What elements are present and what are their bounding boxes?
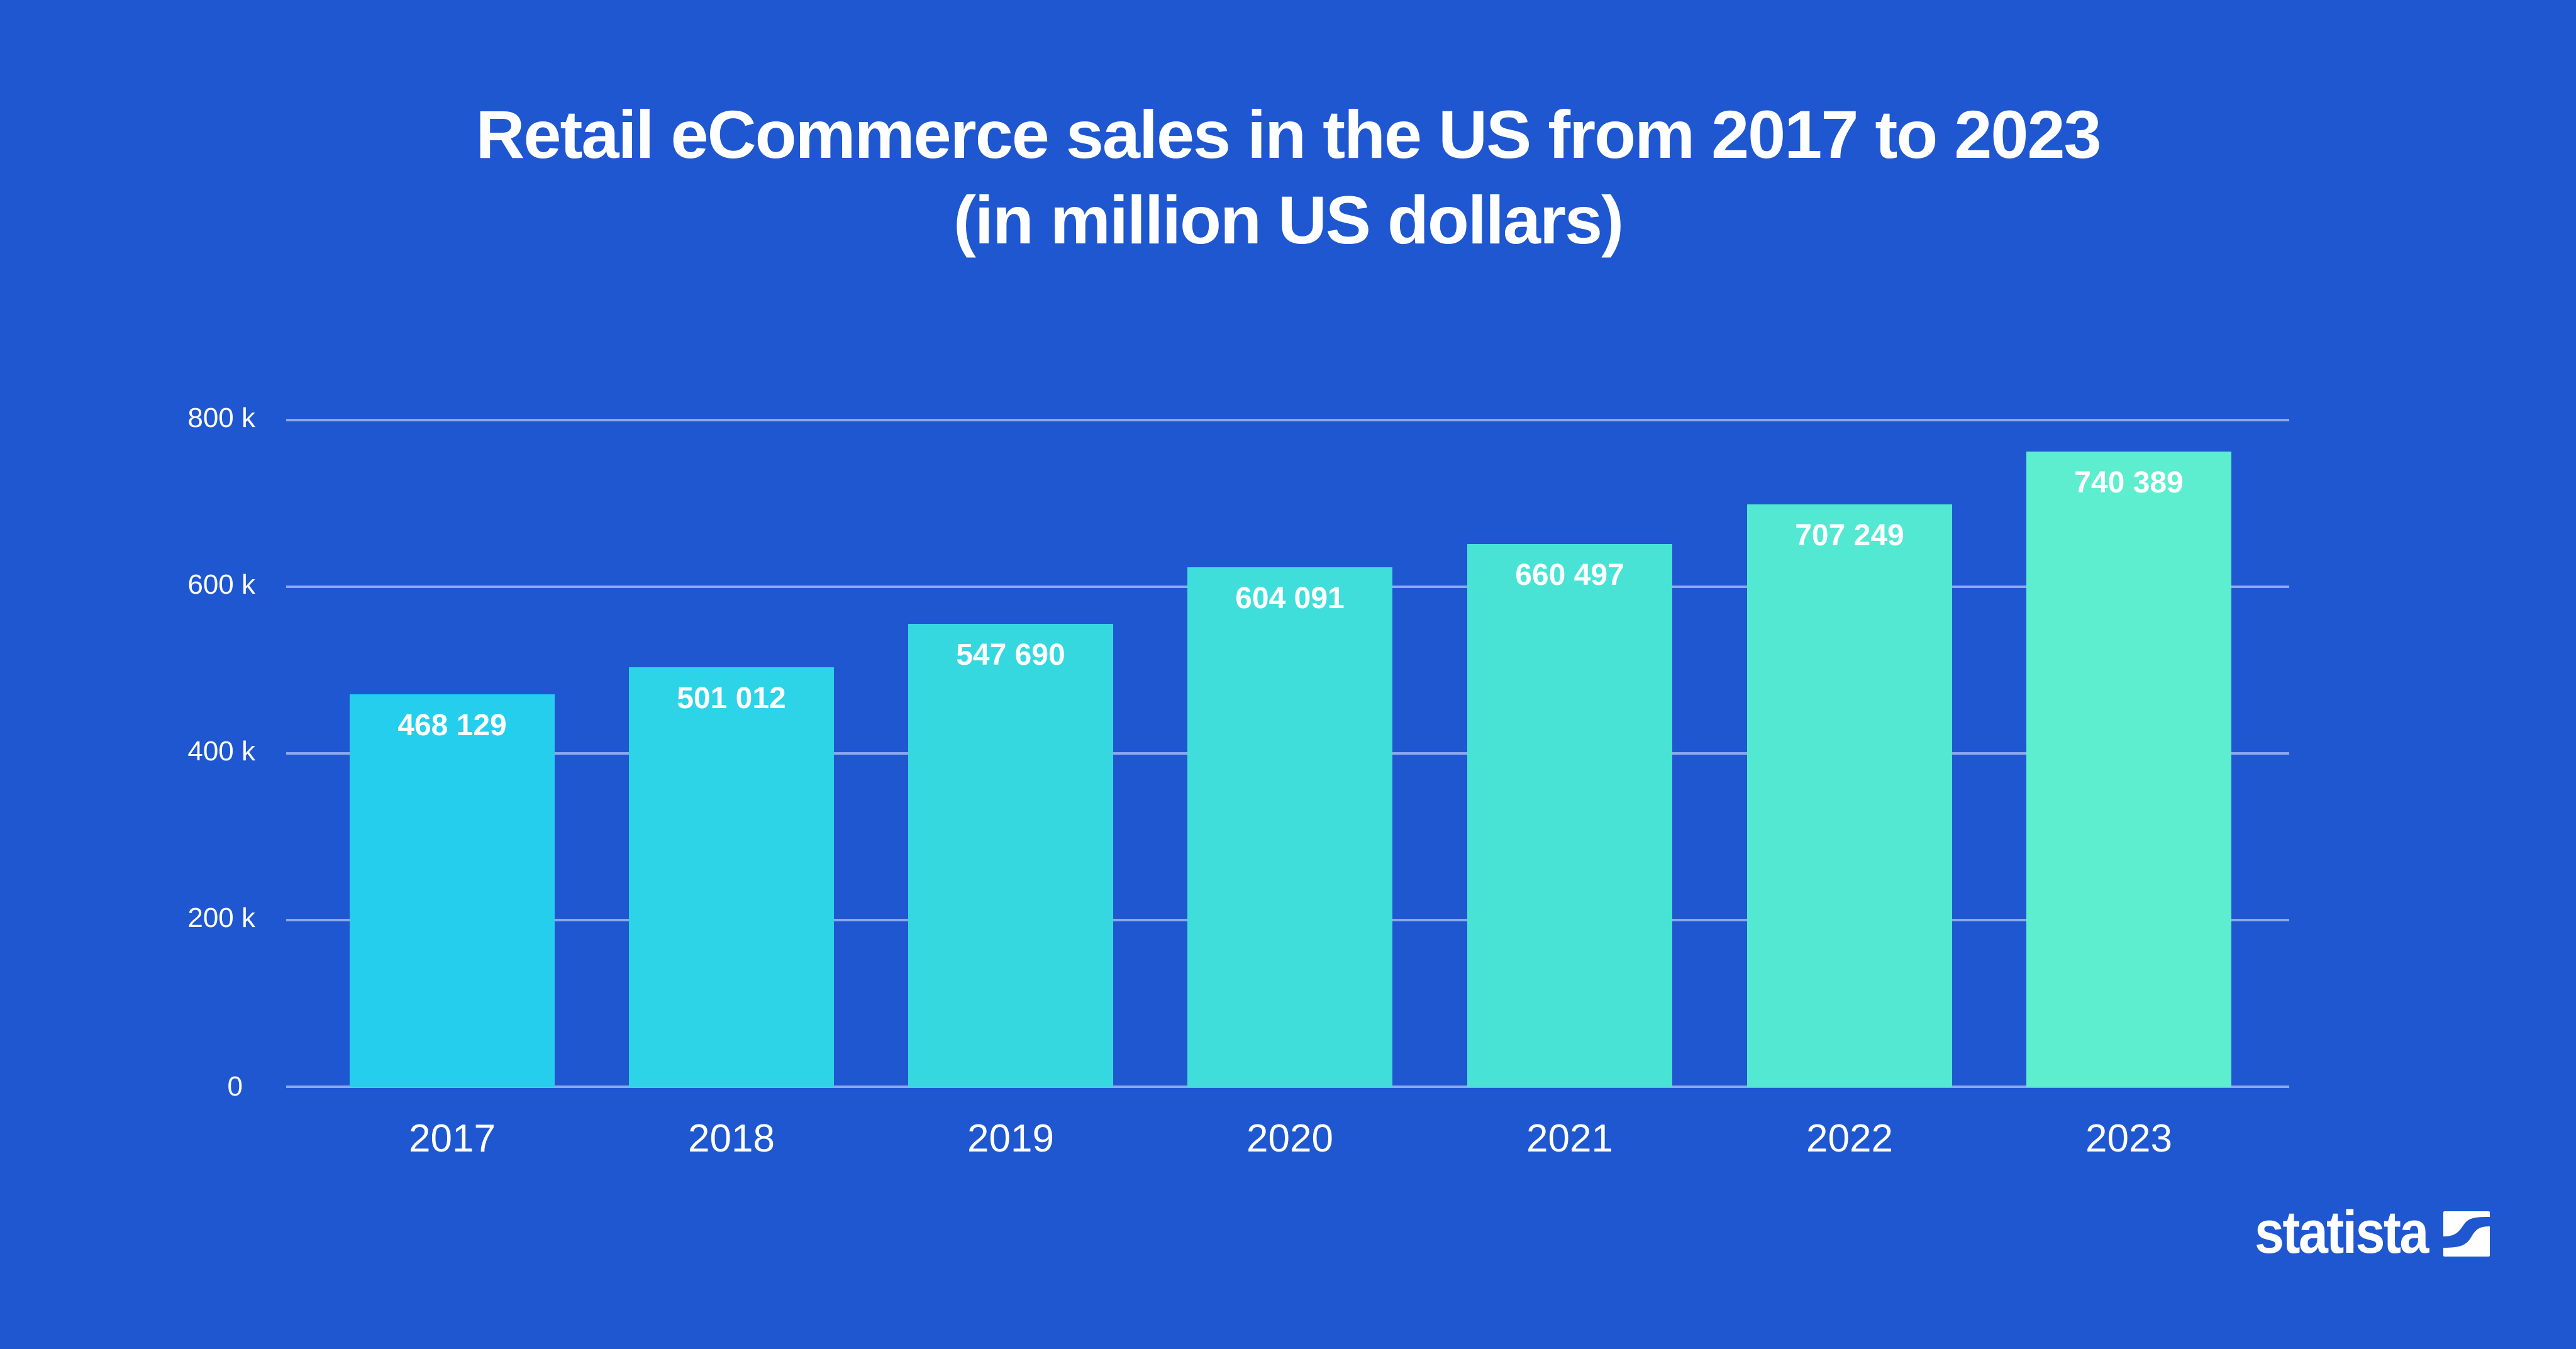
bar-value-label: 604 091 <box>1235 582 1345 615</box>
y-axis-tick-label: 200 k <box>187 902 255 933</box>
statista-logo: statista <box>2255 1199 2490 1266</box>
bar-value-label: 501 012 <box>677 682 786 715</box>
gridline-0-baseline <box>286 1085 2289 1088</box>
bar-2021: 660 497 <box>1467 544 1672 1087</box>
x-axis-tick-label: 2017 <box>409 1117 496 1160</box>
y-axis-tick-label: 400 k <box>187 736 255 767</box>
bar-2022: 707 249 <box>1747 504 1952 1087</box>
x-axis-tick-label: 2023 <box>2085 1117 2172 1160</box>
x-axis-tick-label: 2022 <box>1806 1117 1893 1160</box>
bar-value-label: 740 389 <box>2074 466 2184 499</box>
y-axis-tick-label: 800 k <box>187 402 255 433</box>
bar-2020: 604 091 <box>1187 567 1392 1087</box>
bar-value-label: 468 129 <box>397 709 507 742</box>
bar-value-label: 660 497 <box>1515 558 1624 592</box>
x-axis-tick-label: 2019 <box>967 1117 1054 1160</box>
chart-title-line-1: Retail eCommerce sales in the US from 20… <box>475 96 2101 172</box>
statista-wave-square-icon <box>2443 1211 2490 1257</box>
bar-value-label: 547 690 <box>956 638 1065 672</box>
x-axis-tick-label: 2018 <box>688 1117 775 1160</box>
gridline-800k <box>286 419 2289 421</box>
y-axis-tick-label: 600 k <box>187 569 255 600</box>
chart-title-line-2: (in million US dollars) <box>953 182 1624 258</box>
bar-value-label: 707 249 <box>1795 519 1904 552</box>
chart-title: Retail eCommerce sales in the US from 20… <box>0 92 2576 263</box>
statista-logo-text: statista <box>2255 1199 2429 1266</box>
bar-2017: 468 129 <box>350 694 555 1087</box>
bar-2018: 501 012 <box>629 667 834 1087</box>
x-axis-tick-label: 2020 <box>1246 1117 1333 1160</box>
y-axis-tick-label: 0 <box>227 1071 243 1102</box>
bar-2023: 740 389 <box>2026 452 2231 1087</box>
x-axis-tick-label: 2021 <box>1526 1117 1613 1160</box>
bar-2019: 547 690 <box>908 624 1113 1087</box>
